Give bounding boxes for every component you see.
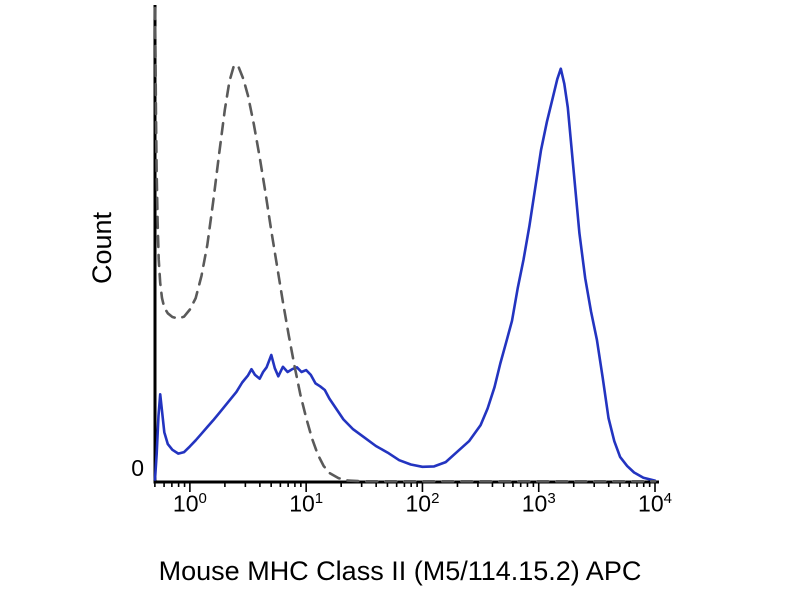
x-tick-label-10e3: 103 xyxy=(521,490,556,517)
x-tick-label-10e0: 100 xyxy=(172,490,207,517)
y-axis-zero-label: 0 xyxy=(131,455,144,481)
x-axis-title: Mouse MHC Class II (M5/114.15.2) APC xyxy=(158,556,642,586)
x-tick-label-10e4: 104 xyxy=(638,490,672,517)
x-tick-label-10e2: 102 xyxy=(405,490,440,517)
curve-solid-blue-stained xyxy=(153,67,657,482)
curve-dashed-gray-control xyxy=(153,6,657,483)
x-tick-label-10e1: 101 xyxy=(289,490,324,517)
axis-ticks xyxy=(154,482,656,492)
y-axis-label: Count xyxy=(87,211,117,285)
